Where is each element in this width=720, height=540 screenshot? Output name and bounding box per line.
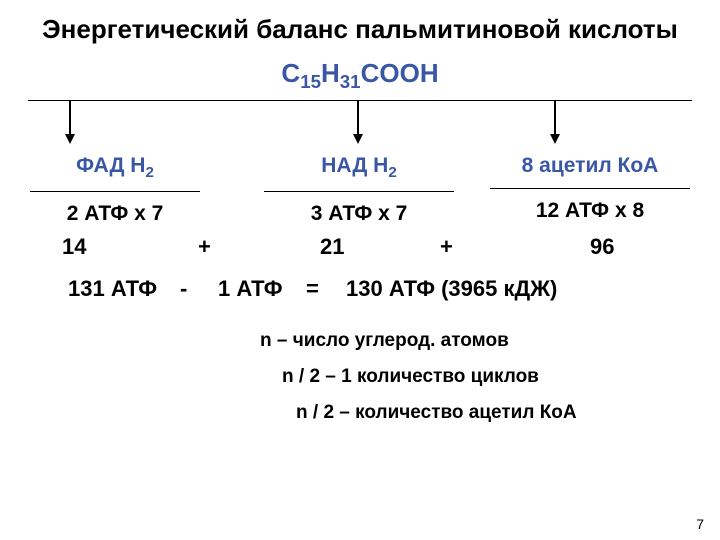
chemical-formula: C15H31COOH: [0, 58, 720, 93]
col2-calc: 3 АТФ х 7: [264, 202, 454, 226]
col2-header-pre: НАД Н: [321, 154, 388, 177]
column-header-acetyl: 8 ацетил КоА: [522, 154, 659, 184]
sum-value-1: 14: [62, 234, 86, 260]
col3-calc: 12 АТФ х 8: [490, 199, 690, 223]
sum-value-3: 96: [590, 234, 614, 260]
column-acetyl: 8 ацетил КоА 12 АТФ х 8: [490, 154, 690, 223]
formula-c-sub: 15: [300, 71, 321, 92]
result-sub: 1 АТФ: [218, 276, 283, 302]
formula-c: C: [281, 58, 300, 88]
col1-calc: 2 АТФ х 7: [30, 202, 200, 226]
result-total: 131 АТФ: [68, 276, 157, 302]
column-header-nad: НАД Н2: [321, 154, 396, 187]
notes-block: n – число углерод. атомов n / 2 – 1 коли…: [260, 330, 690, 438]
col1-header-sub: 2: [145, 164, 153, 181]
col1-header-pre: ФАД Н: [76, 154, 145, 177]
column-header-fad: ФАД Н2: [76, 154, 154, 187]
formula-tail: COOH: [361, 58, 439, 88]
note-1: n – число углерод. атомов: [260, 330, 690, 352]
column-fad: ФАД Н2 2 АТФ х 7: [30, 154, 200, 226]
page-number: 7: [696, 516, 704, 532]
column-nad: НАД Н2 3 АТФ х 7: [264, 154, 454, 226]
col2-header-sub: 2: [388, 164, 396, 181]
slide-title: Энергетический баланс пальмитиновой кисл…: [8, 14, 712, 45]
note-2: n / 2 – 1 количество циклов: [282, 366, 690, 388]
result-net: 130 АТФ (3965 кДЖ): [346, 276, 557, 302]
top-horizontal-rule: [28, 100, 692, 101]
result-equals: =: [306, 276, 319, 302]
column-rule: [490, 188, 690, 189]
formula-h: H: [321, 58, 340, 88]
column-rule: [30, 191, 200, 192]
note-3: n / 2 – количество ацетил КоА: [296, 402, 690, 424]
formula-h-sub: 31: [340, 71, 361, 92]
sum-value-2: 21: [320, 234, 344, 260]
sum-plus-1: +: [198, 234, 211, 260]
result-minus: -: [180, 276, 187, 302]
column-rule: [264, 191, 454, 192]
sum-plus-2: +: [440, 234, 453, 260]
